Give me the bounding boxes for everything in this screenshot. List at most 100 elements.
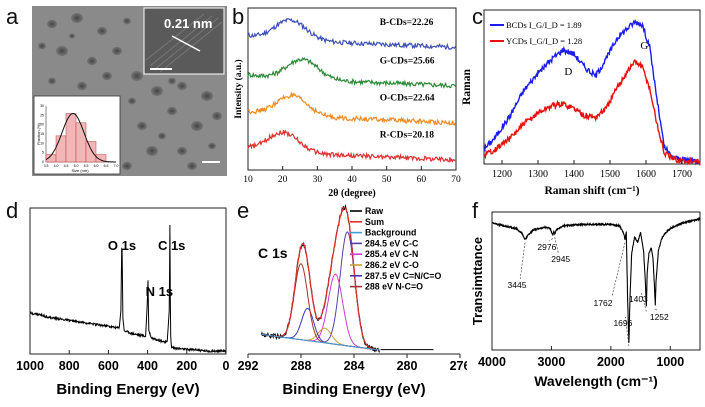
- nanoparticle: [212, 111, 222, 121]
- histogram-bar: [65, 113, 77, 163]
- x-axis-label: Binding Energy (eV): [282, 381, 425, 398]
- xrd-series-line: [247, 17, 457, 51]
- peak-leader-line: [655, 308, 658, 312]
- nanoparticle: [69, 33, 75, 39]
- nanoparticle: [151, 85, 163, 97]
- lattice-spacing-label: 0.21 nm: [164, 16, 212, 31]
- raman-series-line: [483, 59, 701, 166]
- nanoparticle: [187, 161, 197, 171]
- xrd-series-label: R-CDs=20.18: [380, 131, 434, 141]
- x-tick-label: 1500: [600, 169, 620, 180]
- xrd-series-label: O-CDs=22.64: [380, 94, 435, 104]
- x-tick-label: 400: [137, 359, 158, 373]
- nanoparticle: [112, 46, 122, 56]
- x-tick-label: 800: [59, 359, 80, 373]
- plot-frame: [491, 211, 701, 351]
- inset-y-tick-label: 10: [40, 141, 44, 145]
- y-axis-label: Raman: [461, 69, 473, 105]
- peak-label: 3445: [508, 280, 527, 290]
- xrd-series-line: [247, 129, 457, 163]
- inset-y-tick-label: 20: [40, 123, 44, 127]
- legend-entry: 285.4 eV C-N: [365, 249, 418, 259]
- legend-entry: YCDs I_G/I_D = 1.28: [506, 36, 582, 46]
- xrd-series-line: [247, 56, 457, 89]
- d-band-label: D: [564, 66, 572, 78]
- o1s-label: O 1s: [108, 238, 136, 253]
- peak-leader-line: [611, 242, 626, 298]
- inset-x-tick-label: 4.0: [54, 164, 59, 168]
- peak-label: 1403: [629, 294, 648, 304]
- x-axis-label: 2θ (degree): [328, 188, 376, 199]
- x-tick-label: 70: [451, 175, 461, 185]
- peak-label: 2945: [551, 254, 570, 264]
- histogram-bar: [85, 141, 97, 163]
- panel-c-raman-chart: BCDs I_G/I_D = 1.89 YCDs I_G/I_D = 1.28 D G…: [461, 9, 701, 197]
- panel-a-tem-image: 0.21 nm Size (nm) Fraction (%) 3.5 4.0 4.5…: [32, 6, 227, 176]
- nanoparticle: [191, 120, 203, 132]
- peak-leader-line: [519, 242, 526, 280]
- peak-leader-line: [549, 238, 554, 242]
- nanoparticle: [56, 45, 68, 57]
- nanoparticle: [48, 77, 56, 85]
- x-tick-label: 280: [397, 359, 418, 373]
- inset-x-tick-label: 7.0: [114, 164, 119, 168]
- lattice-spacing-marker: [171, 35, 201, 52]
- panel-d-xps-survey-chart: O 1s N 1s C 1s 1000 800 600 400 200 0 Binding Ene…: [16, 207, 230, 398]
- x-axis-label: Binding Energy (eV): [56, 381, 199, 398]
- size-distribution-fit: [45, 112, 116, 163]
- nanoparticle: [137, 121, 147, 131]
- x-tick-label: 10: [243, 175, 253, 185]
- nanoparticle: [87, 56, 97, 66]
- xrd-series-label: B-CDs=22.26: [380, 18, 434, 28]
- nanoparticle: [167, 106, 177, 116]
- legend-entry: 288 eV N-C=O: [365, 282, 423, 292]
- inset-y-tick-label: 5: [42, 151, 44, 155]
- x-tick-label: 1000: [16, 359, 44, 373]
- x-tick-label: 1200: [492, 169, 512, 180]
- panel-label-f: f: [472, 198, 479, 223]
- x-axis-label: Raman shift (cm⁻¹): [544, 185, 639, 197]
- n1s-label: N 1s: [146, 284, 173, 299]
- size-histogram: [45, 106, 116, 163]
- g-band-label: G: [640, 40, 648, 52]
- nanoparticle: [71, 12, 83, 24]
- panel-label-c: c: [472, 4, 483, 29]
- nanoparticle: [177, 81, 187, 91]
- nanoparticle: [122, 161, 132, 171]
- c1s-label: C 1s: [258, 245, 288, 261]
- inset-x-tick-label: 3.5: [44, 164, 49, 168]
- inset-y-tick-label: 30: [40, 104, 44, 108]
- legend-entry: Raw: [365, 206, 383, 216]
- background-line: [261, 333, 380, 351]
- x-tick-label: 0: [223, 359, 230, 373]
- peak-label: 2976: [537, 242, 556, 252]
- x-tick-label: 1300: [528, 169, 548, 180]
- panel-label-e: e: [237, 198, 250, 223]
- x-tick-label: 4000: [478, 355, 506, 369]
- histogram-bar: [95, 154, 107, 163]
- nanoparticle: [102, 71, 112, 81]
- panel-label-a: a: [6, 4, 19, 29]
- legend-entry: BCDs I_G/I_D = 1.89: [506, 20, 582, 30]
- inset-xlabel: Size (nm): [71, 168, 89, 173]
- nanoparticle: [168, 77, 176, 85]
- nanoparticle: [123, 17, 131, 25]
- legend-entry: Sum: [365, 217, 384, 227]
- nanoparticle: [131, 70, 143, 82]
- plot-frame: [483, 9, 701, 165]
- nanoparticle: [208, 142, 216, 150]
- panel-label-b: b: [232, 4, 245, 29]
- x-tick-label: 60: [417, 175, 427, 185]
- inset-x-tick-label: 5.5: [84, 164, 89, 168]
- x-tick-label: 20: [278, 175, 288, 185]
- panel-b-xrd-chart: B-CDs=22.26 G-CDs=25.66 O-CDs=22.64 R-CDs=2…: [233, 7, 461, 199]
- nanoparticle: [77, 81, 87, 91]
- nanoparticle: [146, 145, 158, 157]
- x-tick-label: 276: [450, 359, 467, 373]
- x-tick-label: 600: [98, 359, 119, 373]
- x-tick-label: 40: [347, 175, 357, 185]
- x-tick-label: 30: [313, 175, 323, 185]
- legend-entry: 284.5 eV C-C: [365, 238, 419, 248]
- peak-label: 1696: [613, 318, 632, 328]
